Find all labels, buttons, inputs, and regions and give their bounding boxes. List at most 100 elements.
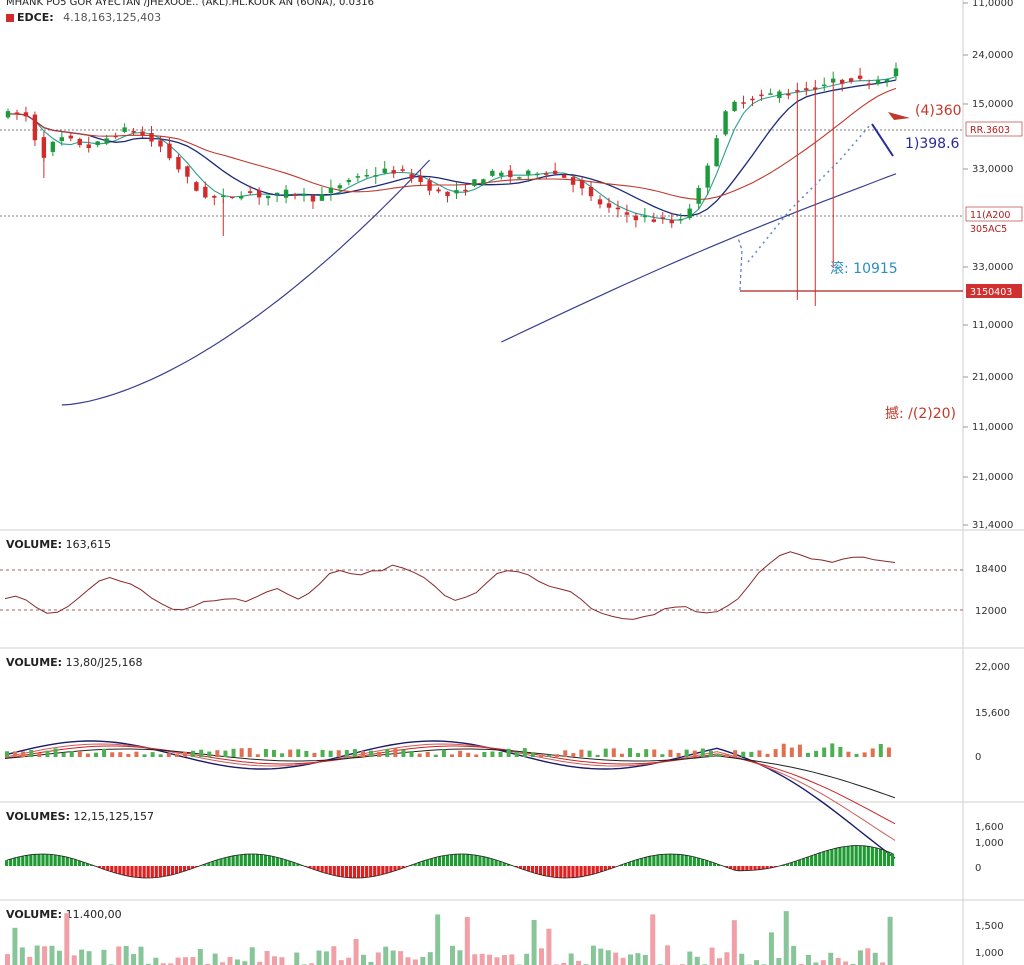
- hist-bar: [850, 845, 854, 866]
- osc-bar: [118, 752, 123, 757]
- annotation-1: (4)360: [915, 103, 962, 119]
- osc-bar: [336, 750, 341, 757]
- hist-bar: [247, 854, 251, 866]
- candle: [283, 185, 289, 204]
- hist-bar: [741, 866, 745, 871]
- candle: [822, 77, 827, 92]
- osc-bar: [814, 750, 819, 757]
- volume-bar: [501, 955, 507, 965]
- hist-bar: [312, 866, 316, 870]
- candle: [445, 191, 450, 203]
- hist-bar: [158, 866, 162, 878]
- volume-bar: [568, 953, 574, 965]
- hist-bar: [619, 864, 624, 866]
- osc-bar: [29, 750, 34, 757]
- hist-bar: [725, 866, 729, 868]
- osc-bar: [822, 747, 827, 757]
- candle: [230, 196, 235, 200]
- candle: [310, 194, 316, 209]
- volume-bar: [472, 954, 478, 965]
- osc-bar: [741, 751, 746, 757]
- volume-bar: [539, 948, 544, 965]
- osc-bar: [13, 751, 18, 757]
- volume-bar: [398, 951, 404, 965]
- candle: [436, 187, 441, 194]
- volume-bar: [783, 911, 789, 965]
- hist-bar: [187, 866, 191, 870]
- hist-bar: [676, 854, 680, 866]
- osc-bar: [21, 751, 26, 757]
- hist-bar: [672, 854, 676, 866]
- hist-bar: [652, 855, 656, 866]
- osc-bar: [668, 749, 673, 757]
- price-axis-label: 33,0000: [972, 164, 1013, 175]
- candle: [274, 192, 280, 203]
- hist-bar: [595, 866, 599, 874]
- osc-bar: [166, 753, 171, 757]
- hist-bar: [21, 855, 25, 866]
- osc-bar: [684, 749, 689, 757]
- hist-bar: [409, 865, 413, 866]
- volume-bar: [546, 928, 552, 965]
- osc-bar: [263, 749, 268, 757]
- hist-bar: [134, 866, 138, 878]
- osc-bar: [280, 753, 285, 757]
- hist-bar: [700, 859, 705, 866]
- hist-bar: [656, 854, 660, 866]
- hist-bar: [668, 854, 672, 866]
- volume-bar: [590, 945, 596, 965]
- osc-bar: [312, 752, 317, 757]
- hist-bar: [203, 864, 207, 866]
- hist-bar: [272, 856, 276, 866]
- candle: [292, 192, 298, 200]
- osc-bar: [417, 753, 422, 757]
- volume-bar: [650, 914, 656, 965]
- volume-bar: [628, 954, 633, 965]
- hist-bar: [85, 863, 90, 866]
- hist-bar: [858, 845, 862, 866]
- candle: [32, 111, 38, 147]
- candle: [176, 154, 181, 173]
- hist-bar: [551, 866, 555, 878]
- hist-bar: [518, 866, 522, 869]
- osc-bar: [272, 749, 276, 757]
- hist-bar: [458, 854, 462, 866]
- volume-bar: [168, 963, 174, 965]
- osc-bar: [441, 749, 446, 757]
- hist-bar: [336, 866, 340, 877]
- volume-bar: [138, 946, 144, 965]
- hist-bar: [154, 866, 158, 878]
- volume-bar: [272, 956, 277, 965]
- hist-bar: [29, 854, 33, 866]
- hist-bar: [571, 866, 575, 878]
- hist-bar: [267, 855, 272, 866]
- hist-bar: [284, 859, 288, 866]
- hist-bar: [526, 866, 531, 872]
- hist-bar: [785, 863, 789, 866]
- volume-bar: [249, 947, 255, 965]
- hist-bar: [138, 866, 142, 878]
- hist-bar: [806, 857, 810, 866]
- candle: [23, 106, 29, 122]
- osc-bar: [458, 750, 463, 757]
- hist-bar: [450, 854, 454, 866]
- candle: [256, 187, 262, 205]
- hist-bar: [890, 853, 895, 866]
- candle: [535, 171, 540, 179]
- osc-bar: [708, 750, 713, 757]
- candle: [508, 164, 513, 184]
- volume-bar: [694, 956, 700, 965]
- hist-bar: [340, 866, 344, 877]
- hist-bar: [385, 866, 389, 874]
- hist-bar: [826, 850, 830, 866]
- volume-bar: [34, 945, 40, 965]
- candle: [337, 183, 343, 195]
- hist-bar: [292, 862, 296, 866]
- hist-bar: [838, 847, 842, 866]
- hist-bar: [745, 866, 749, 871]
- hist-bar: [644, 857, 648, 866]
- volume-bar: [242, 961, 248, 965]
- arrow-blue-icon: [871, 123, 894, 157]
- annotation-3: 滚: 10915: [830, 260, 898, 277]
